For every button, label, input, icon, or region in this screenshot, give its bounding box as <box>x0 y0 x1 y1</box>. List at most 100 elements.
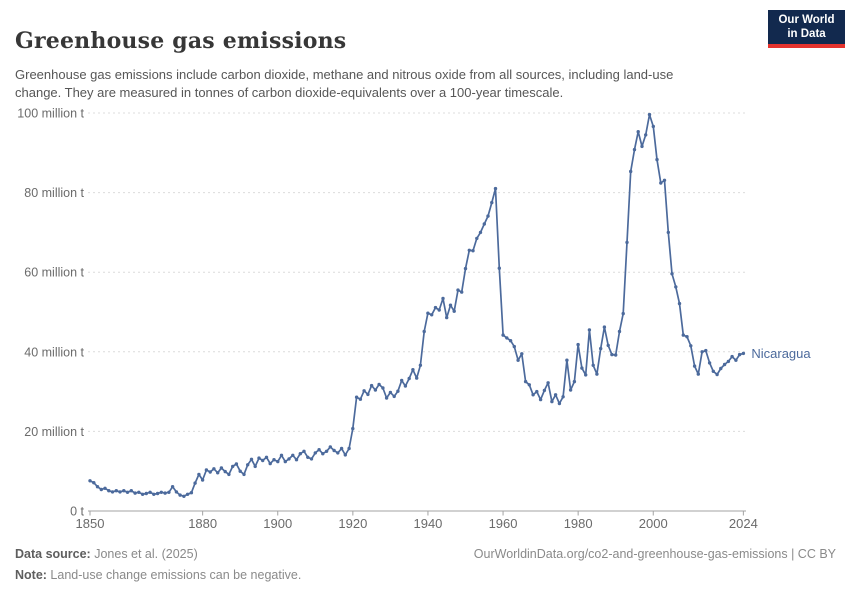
data-point[interactable] <box>257 456 261 460</box>
data-point[interactable] <box>107 489 111 493</box>
data-point[interactable] <box>140 492 145 496</box>
data-point[interactable] <box>719 366 723 371</box>
data-point[interactable] <box>223 469 227 474</box>
data-point[interactable] <box>268 461 272 466</box>
data-point[interactable] <box>430 313 434 317</box>
data-point[interactable] <box>632 147 637 152</box>
data-point[interactable] <box>670 272 674 276</box>
data-point[interactable] <box>734 358 738 362</box>
data-point[interactable] <box>448 303 453 307</box>
data-point[interactable] <box>133 491 137 495</box>
data-point[interactable] <box>137 490 141 494</box>
data-point[interactable] <box>681 333 685 337</box>
data-point[interactable] <box>272 458 276 462</box>
data-point[interactable] <box>170 485 175 489</box>
data-point[interactable] <box>212 467 216 471</box>
data-point[interactable] <box>238 469 242 473</box>
data-point[interactable] <box>535 389 539 394</box>
data-point[interactable] <box>587 328 592 332</box>
data-point[interactable] <box>234 462 239 466</box>
data-point[interactable] <box>557 401 562 406</box>
data-point[interactable] <box>523 379 528 384</box>
data-point[interactable] <box>298 452 302 456</box>
data-point[interactable] <box>332 448 336 453</box>
data-point[interactable] <box>463 266 468 271</box>
data-point[interactable] <box>392 394 396 399</box>
data-point[interactable] <box>700 350 704 354</box>
data-point[interactable] <box>144 491 148 496</box>
data-point[interactable] <box>704 348 708 353</box>
data-point[interactable] <box>291 453 295 457</box>
series-line[interactable] <box>89 113 744 498</box>
data-point[interactable] <box>227 472 231 477</box>
data-point[interactable] <box>366 392 370 397</box>
data-point[interactable] <box>572 379 577 384</box>
data-point[interactable] <box>520 352 524 356</box>
data-point[interactable] <box>336 451 340 455</box>
data-point[interactable] <box>606 343 610 348</box>
data-point[interactable] <box>445 315 449 320</box>
data-point[interactable] <box>351 426 355 431</box>
data-point[interactable] <box>261 458 265 463</box>
data-point[interactable] <box>715 372 719 377</box>
data-point[interactable] <box>125 490 130 494</box>
citation-link[interactable]: OurWorldinData.org/co2-and-greenhouse-ga… <box>473 547 836 561</box>
data-point[interactable] <box>595 372 599 376</box>
data-point[interactable] <box>501 333 505 337</box>
data-point[interactable] <box>276 459 280 464</box>
data-point[interactable] <box>182 494 186 498</box>
data-point[interactable] <box>497 266 501 270</box>
data-point[interactable] <box>339 446 344 451</box>
data-point[interactable] <box>505 336 509 340</box>
data-point[interactable] <box>651 124 655 129</box>
data-point[interactable] <box>662 178 667 182</box>
data-point[interactable] <box>407 376 411 381</box>
data-point[interactable] <box>354 395 359 399</box>
data-point[interactable] <box>388 390 393 395</box>
data-point[interactable] <box>129 489 133 493</box>
data-point[interactable] <box>666 230 670 235</box>
data-point[interactable] <box>546 381 550 385</box>
data-point[interactable] <box>467 248 471 252</box>
data-point[interactable] <box>415 376 419 380</box>
data-point[interactable] <box>730 354 734 359</box>
data-point[interactable] <box>527 383 531 387</box>
data-point[interactable] <box>685 335 689 339</box>
data-point[interactable] <box>242 472 246 477</box>
data-point[interactable] <box>264 455 269 459</box>
data-point[interactable] <box>689 344 693 348</box>
data-point[interactable] <box>324 449 329 453</box>
data-point[interactable] <box>411 368 415 372</box>
data-point[interactable] <box>122 489 126 493</box>
data-point[interactable] <box>283 459 287 464</box>
data-point[interactable] <box>362 389 366 393</box>
data-point[interactable] <box>490 200 494 205</box>
data-point[interactable] <box>636 130 640 134</box>
data-point[interactable] <box>167 490 171 494</box>
data-point[interactable] <box>148 490 152 494</box>
data-point[interactable] <box>110 490 115 494</box>
data-point[interactable] <box>396 389 400 393</box>
data-point[interactable] <box>599 346 603 351</box>
data-point[interactable] <box>576 342 580 347</box>
data-point[interactable] <box>726 359 731 364</box>
data-point[interactable] <box>377 382 381 387</box>
data-point[interactable] <box>610 352 614 357</box>
data-point[interactable] <box>216 471 220 475</box>
data-point[interactable] <box>478 230 483 235</box>
data-point[interactable] <box>159 490 163 494</box>
data-point[interactable] <box>629 169 633 174</box>
data-point[interactable] <box>163 491 167 495</box>
data-point[interactable] <box>460 290 464 294</box>
data-point[interactable] <box>471 249 475 253</box>
data-point[interactable] <box>381 386 385 390</box>
data-point[interactable] <box>302 449 306 453</box>
data-point[interactable] <box>707 361 712 365</box>
data-point[interactable] <box>426 311 430 315</box>
data-point[interactable] <box>99 487 104 492</box>
data-point[interactable] <box>508 339 513 343</box>
data-point[interactable] <box>482 222 486 226</box>
data-point[interactable] <box>677 301 682 306</box>
data-point[interactable] <box>441 296 445 301</box>
data-point[interactable] <box>279 453 284 457</box>
